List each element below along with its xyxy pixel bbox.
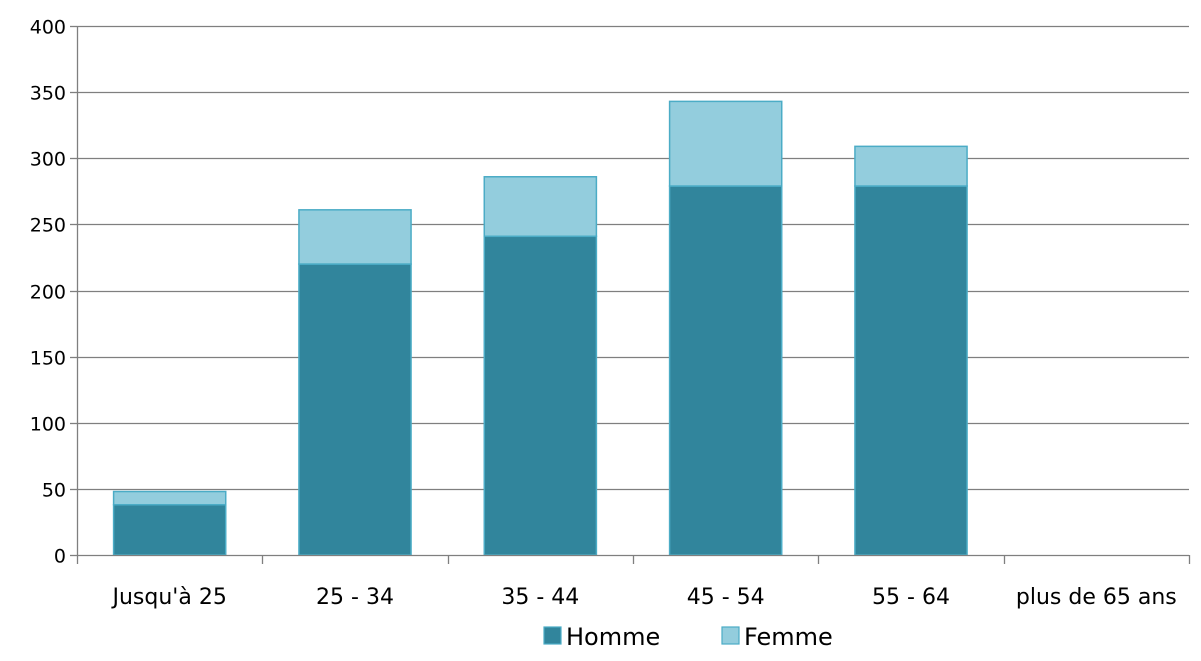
bar-homme-0 [112,503,227,556]
bar-homme-2 [483,235,598,556]
x-tick-label: Jusqu'à 25 [111,585,227,610]
y-tick-label: 400 [30,17,66,39]
bars [112,100,968,556]
x-tick-label: 45 - 54 [687,585,765,610]
y-tick-label: 250 [30,215,66,237]
x-tick-label: 35 - 44 [501,585,579,610]
y-tick-label: 300 [30,149,66,171]
axes [70,25,1191,564]
bar-homme-3 [668,185,783,556]
legend-label-homme: Homme [566,623,660,651]
y-tick-label: 350 [30,83,66,105]
bar-femme-3 [668,100,783,187]
y-tick-label: 150 [30,348,66,370]
legend-swatch-homme [543,626,562,645]
y-tick-labels: 0 50 100 150 200 250 300 350 400 [30,17,66,568]
x-tick-label: 55 - 64 [872,585,950,610]
bar-homme-1 [298,263,412,556]
gridlines [77,25,1189,491]
y-tick-label: 200 [30,282,66,304]
y-tick-label: 0 [54,546,66,568]
y-tick-label: 50 [42,480,66,502]
bar-femme-2 [483,176,598,238]
legend: Homme Femme [543,623,833,651]
bar-femme-1 [298,209,412,265]
x-tick-label: 25 - 34 [316,585,394,610]
x-tick-labels: Jusqu'à 25 25 - 34 35 - 44 45 - 54 55 - 64 pl… [111,585,1177,610]
bar-homme-4 [854,185,968,556]
y-tick-label: 100 [30,414,66,436]
legend-label-femme: Femme [744,623,833,651]
legend-swatch-femme [721,626,740,645]
bar-femme-4 [854,145,968,187]
x-tick-label: plus de 65 ans [1016,585,1177,610]
bar-femme-0 [112,490,227,506]
